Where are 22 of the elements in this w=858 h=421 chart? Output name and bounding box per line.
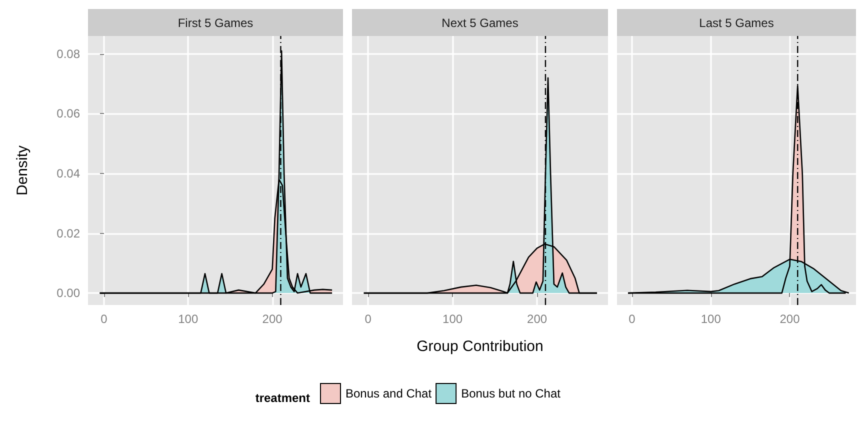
- legend-label: Bonus but no Chat: [461, 386, 562, 400]
- x-tick-label: 200: [780, 312, 800, 326]
- x-tick-label: 100: [178, 312, 198, 326]
- y-tick-label: 0.06: [56, 106, 80, 121]
- x-tick-label: 0: [100, 312, 108, 326]
- y-tick-label: 0.02: [56, 226, 80, 240]
- x-tick-label: 0: [628, 312, 636, 326]
- y-tick-label: 0.08: [56, 46, 80, 61]
- chart-title: Last 5 Games: [699, 16, 774, 30]
- legend-label: Bonus and Chat: [346, 386, 432, 400]
- x-tick-label: 100: [700, 312, 722, 326]
- x-tick-label: 0: [364, 312, 372, 326]
- legend-title: treatment: [255, 391, 310, 405]
- x-tick-label: 100: [442, 312, 463, 326]
- chart-title: First 5 Games: [178, 16, 254, 30]
- x-tick-label: 200: [262, 312, 283, 326]
- y-tick-label: 0.00: [56, 286, 80, 300]
- x-axis-title: Group Contribution: [416, 338, 544, 355]
- chart-title: Next 5 Games: [442, 16, 518, 30]
- x-tick-label: 200: [527, 312, 548, 326]
- y-tick-label: 0.04: [56, 166, 80, 180]
- y-axis-title: Density: [14, 145, 31, 196]
